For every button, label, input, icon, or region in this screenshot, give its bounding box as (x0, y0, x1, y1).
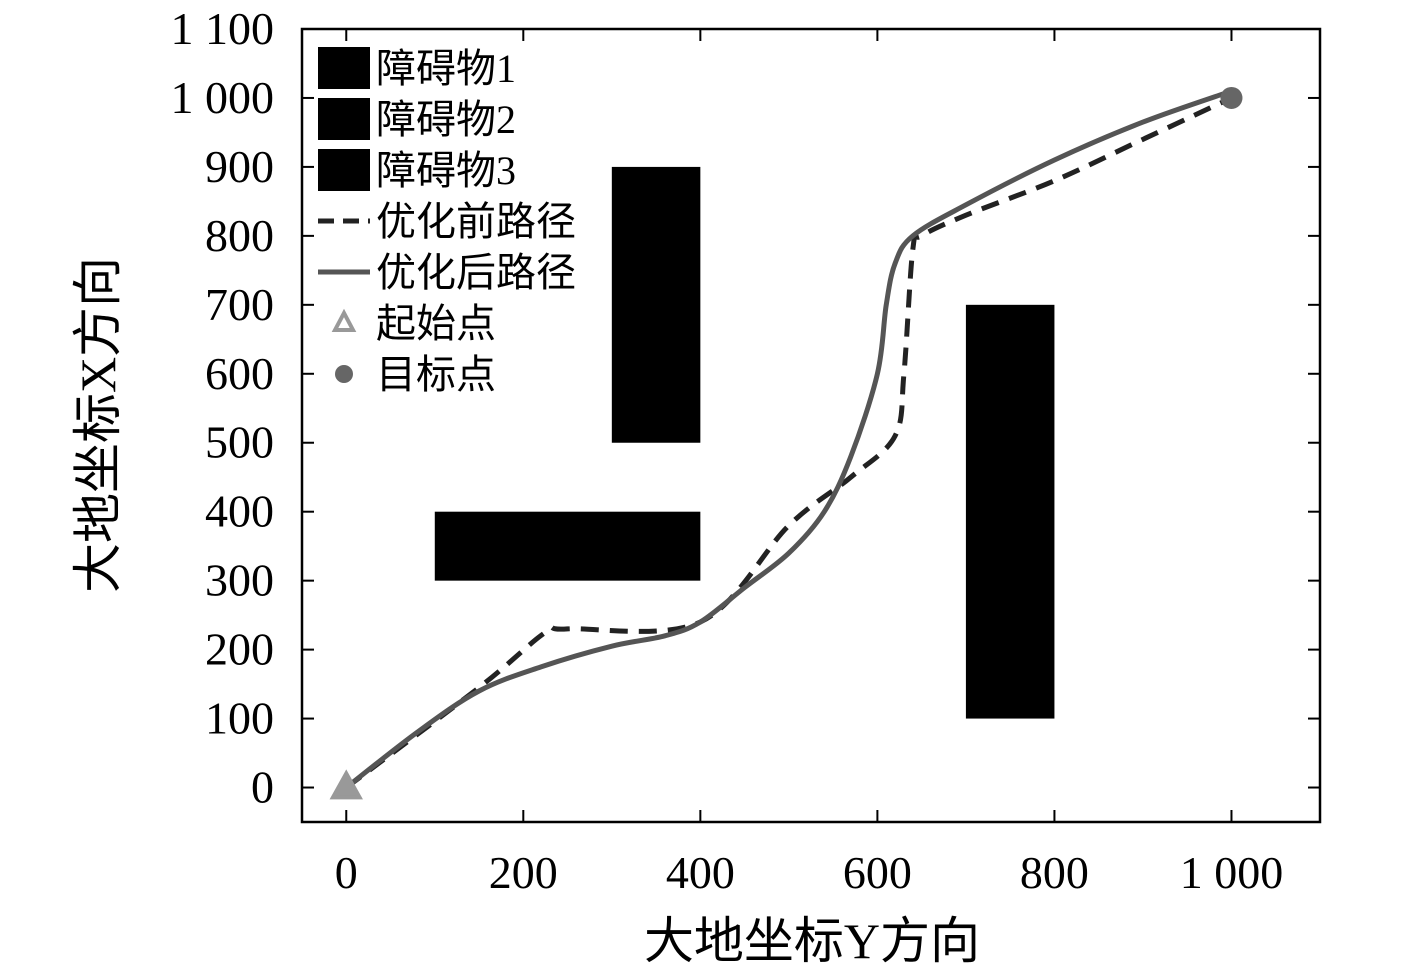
y-tick-label: 600 (205, 348, 274, 399)
legend-swatch (318, 98, 370, 140)
obstacles-layer (434, 166, 1055, 719)
y-tick-label: 700 (205, 279, 274, 330)
series-line-before-optimization (344, 95, 1233, 790)
legend-label: 优化前路径 (376, 199, 576, 244)
legend-swatch (331, 308, 357, 332)
x-tick-label: 400 (666, 847, 735, 898)
legend-label: 起始点 (376, 301, 496, 346)
y-tick-label: 300 (205, 555, 274, 606)
x-tick-label: 600 (843, 847, 912, 898)
legend-swatch (318, 149, 370, 191)
y-tick-label: 400 (205, 486, 274, 537)
legend-swatch (335, 365, 353, 383)
x-tick-label: 0 (335, 847, 358, 898)
y-tick-label: 0 (251, 762, 274, 813)
x-axis-ticks: 0 200 400 600 800 1 000 (335, 29, 1283, 898)
obstacle-1 (434, 511, 701, 581)
legend-marker-2: 目标点 (335, 352, 496, 397)
y-tick-label: 900 (205, 141, 274, 192)
legend-label: 障碍物1 (376, 46, 516, 91)
start-point-marker (329, 769, 363, 800)
x-axis-title: 大地坐标Y方向 (644, 913, 980, 967)
legend-label: 障碍物2 (376, 97, 516, 142)
y-tick-label: 200 (205, 624, 274, 675)
legend-label: 优化后路径 (376, 250, 576, 295)
legend-label: 目标点 (376, 352, 496, 397)
legend-swatch (318, 47, 370, 89)
y-axis-title: 大地坐标X方向 (70, 257, 126, 593)
obstacle-3 (965, 304, 1055, 719)
target-point-marker (1220, 86, 1243, 109)
y-axis-ticks: 0 100 200 300 400 500 600 700 800 900 1 000 1 100 (171, 3, 1320, 813)
y-tick-label: 1 100 (171, 3, 275, 54)
legend-obstacle-3: 障碍物3 (318, 148, 516, 193)
legend-label: 障碍物3 (376, 148, 516, 193)
series-line-after-optimization (344, 88, 1233, 790)
legend-series-2: 优化后路径 (318, 250, 576, 295)
y-tick-label: 800 (205, 210, 274, 261)
y-tick-label: 1 000 (171, 72, 275, 123)
y-tick-label: 100 (205, 693, 274, 744)
y-tick-label: 500 (205, 417, 274, 468)
x-tick-label: 800 (1020, 847, 1089, 898)
legend-marker-1: 起始点 (331, 301, 496, 346)
x-tick-label: 1 000 (1180, 847, 1284, 898)
series-layer (344, 88, 1233, 790)
obstacle-2 (611, 166, 701, 443)
legend-series-1: 优化前路径 (318, 199, 576, 244)
legend-obstacle-1: 障碍物1 (318, 46, 516, 91)
legend-obstacle-2: 障碍物2 (318, 97, 516, 142)
x-tick-label: 200 (489, 847, 558, 898)
markers-layer (329, 86, 1243, 800)
plot-frame (300, 27, 1322, 824)
